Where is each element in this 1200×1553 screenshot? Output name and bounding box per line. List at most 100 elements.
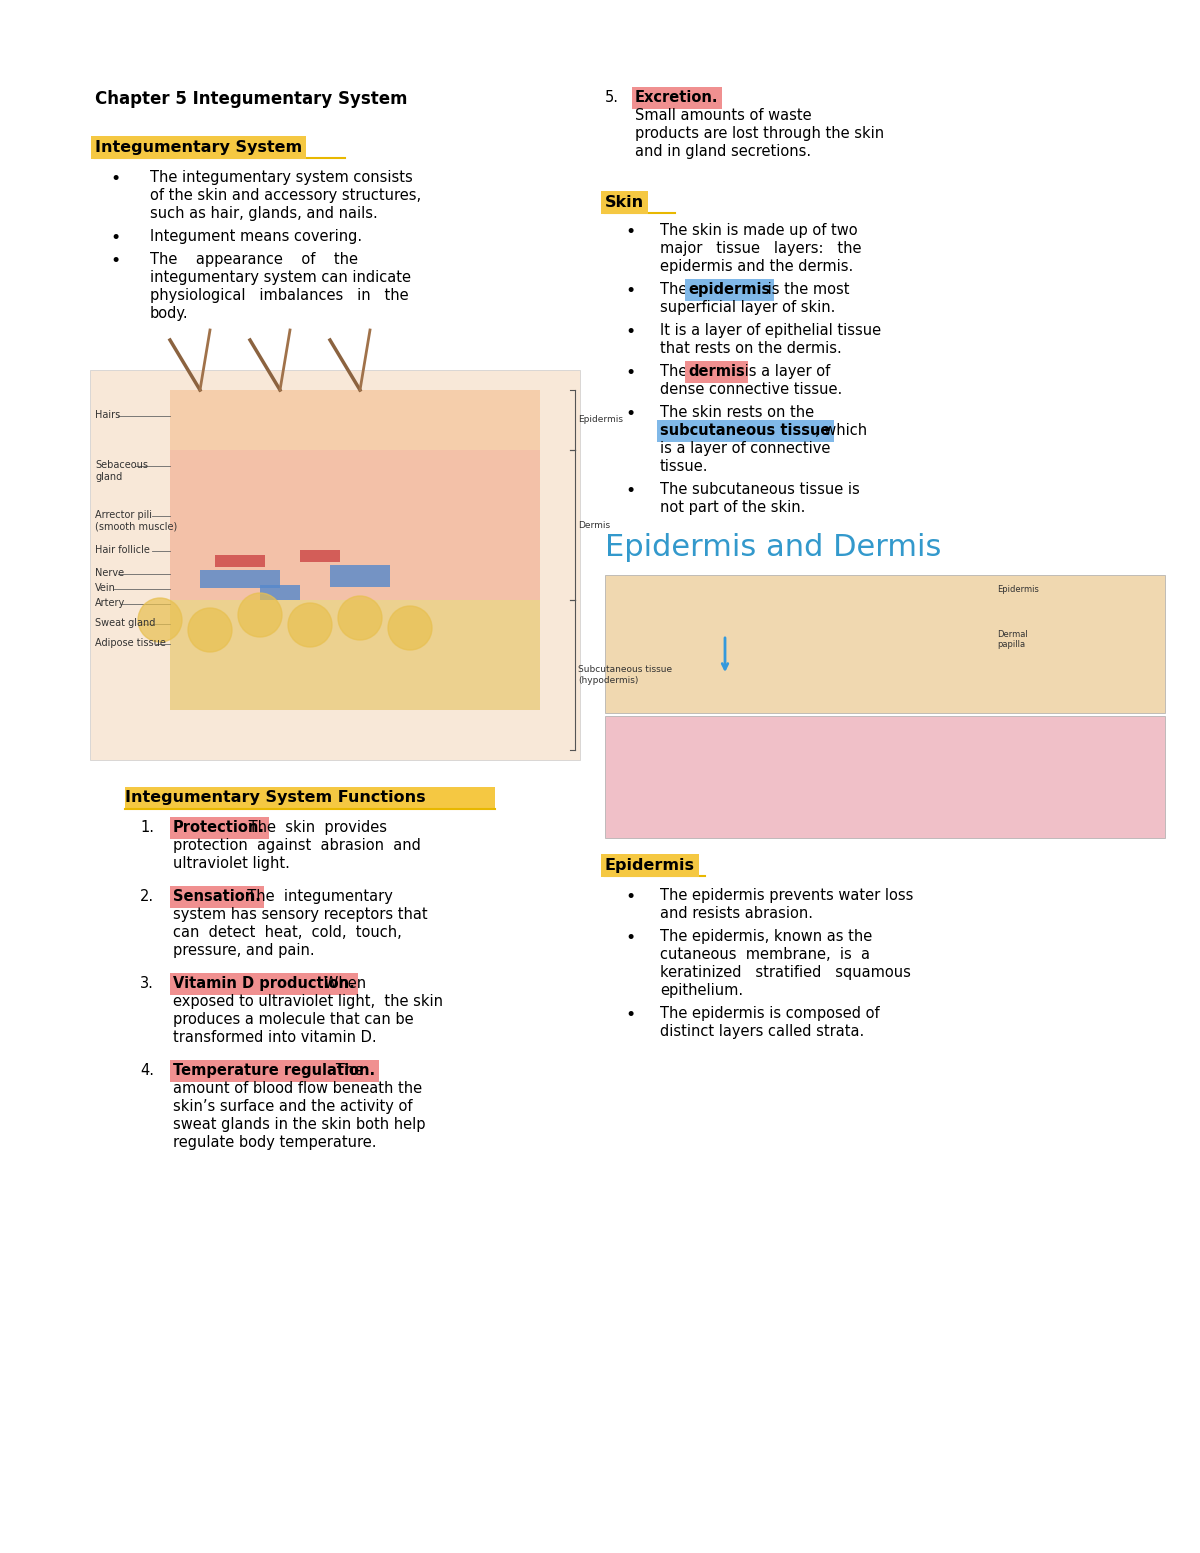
Text: protection  against  abrasion  and: protection against abrasion and: [173, 839, 421, 853]
Text: The: The: [660, 363, 692, 379]
Bar: [300, 550, 340, 562]
Text: system has sensory receptors that: system has sensory receptors that: [173, 907, 427, 922]
Text: subcutaneous tissue: subcutaneous tissue: [660, 422, 830, 438]
Text: The: The: [323, 1062, 364, 1078]
Text: body.: body.: [150, 306, 188, 321]
Text: Integumentary System Functions: Integumentary System Functions: [125, 790, 426, 804]
Text: Dermis: Dermis: [578, 520, 610, 530]
Text: Temperature regulation.: Temperature regulation.: [173, 1062, 376, 1078]
Text: dermis: dermis: [688, 363, 745, 379]
Circle shape: [138, 598, 182, 641]
Bar: [215, 554, 265, 567]
Text: integumentary system can indicate: integumentary system can indicate: [150, 270, 410, 286]
Text: exposed to ultraviolet light,  the skin: exposed to ultraviolet light, the skin: [173, 994, 443, 1009]
Text: is a layer of: is a layer of: [740, 363, 830, 379]
Text: Sweat gland: Sweat gland: [95, 618, 155, 627]
Text: dense connective tissue.: dense connective tissue.: [660, 382, 842, 398]
Text: of the skin and accessory structures,: of the skin and accessory structures,: [150, 188, 421, 203]
Text: Skin: Skin: [605, 196, 644, 210]
Text: The epidermis, known as the: The epidermis, known as the: [660, 929, 872, 944]
Bar: [90, 370, 580, 759]
Text: Epidermis: Epidermis: [578, 416, 623, 424]
Text: skin’s surface and the activity of: skin’s surface and the activity of: [173, 1100, 413, 1114]
Text: epidermis and the dermis.: epidermis and the dermis.: [660, 259, 853, 273]
Bar: [605, 575, 1165, 713]
Bar: [330, 565, 390, 587]
Text: tissue.: tissue.: [660, 460, 708, 474]
Text: •: •: [625, 888, 635, 905]
Text: produces a molecule that can be: produces a molecule that can be: [173, 1013, 414, 1027]
Text: Subcutaneous tissue
(hypodermis): Subcutaneous tissue (hypodermis): [578, 665, 672, 685]
Circle shape: [338, 596, 382, 640]
Text: ultraviolet light.: ultraviolet light.: [173, 856, 290, 871]
Text: Chapter 5 Integumentary System: Chapter 5 Integumentary System: [95, 90, 408, 109]
Text: Arrector pili
(smooth muscle): Arrector pili (smooth muscle): [95, 509, 178, 531]
Text: The integumentary system consists: The integumentary system consists: [150, 169, 413, 185]
Text: cutaneous  membrane,  is  a: cutaneous membrane, is a: [660, 947, 870, 961]
Bar: [170, 599, 540, 710]
Text: 3.: 3.: [140, 975, 154, 991]
Text: The skin is made up of two: The skin is made up of two: [660, 224, 858, 238]
Text: The  skin  provides: The skin provides: [245, 820, 388, 836]
Text: such as hair, glands, and nails.: such as hair, glands, and nails.: [150, 207, 378, 221]
Bar: [170, 390, 540, 450]
Text: not part of the skin.: not part of the skin.: [660, 500, 805, 516]
Text: The: The: [660, 283, 692, 297]
Text: major   tissue   layers:   the: major tissue layers: the: [660, 241, 862, 256]
Text: Integumentary System: Integumentary System: [95, 140, 302, 155]
Text: •: •: [625, 405, 635, 422]
Bar: [170, 450, 540, 599]
Text: transformed into vitamin D.: transformed into vitamin D.: [173, 1030, 377, 1045]
Text: and resists abrasion.: and resists abrasion.: [660, 905, 814, 921]
Text: The    appearance    of    the: The appearance of the: [150, 252, 358, 267]
Text: Epidermis: Epidermis: [997, 585, 1039, 593]
Text: Adipose tissue: Adipose tissue: [95, 638, 166, 648]
Text: The skin rests on the: The skin rests on the: [660, 405, 814, 419]
Text: is a layer of connective: is a layer of connective: [660, 441, 830, 457]
Text: Nerve: Nerve: [95, 568, 124, 578]
Text: Sensation.: Sensation.: [173, 888, 260, 904]
Text: Small amounts of waste: Small amounts of waste: [635, 109, 811, 123]
Text: •: •: [625, 323, 635, 342]
Bar: [605, 716, 1165, 837]
Text: Hairs: Hairs: [95, 410, 120, 419]
Text: •: •: [625, 481, 635, 500]
Text: keratinized   stratified   squamous: keratinized stratified squamous: [660, 964, 911, 980]
Text: •: •: [625, 1006, 635, 1023]
Text: , which: , which: [815, 422, 868, 438]
Text: pressure, and pain.: pressure, and pain.: [173, 943, 314, 958]
Text: •: •: [625, 283, 635, 300]
Text: and in gland secretions.: and in gland secretions.: [635, 144, 811, 158]
Text: 5.: 5.: [605, 90, 619, 106]
Text: sweat glands in the skin both help: sweat glands in the skin both help: [173, 1117, 426, 1132]
Text: Excretion.: Excretion.: [635, 90, 719, 106]
Text: 4.: 4.: [140, 1062, 154, 1078]
Circle shape: [238, 593, 282, 637]
Circle shape: [288, 603, 332, 648]
Text: can  detect  heat,  cold,  touch,: can detect heat, cold, touch,: [173, 926, 402, 940]
Text: that rests on the dermis.: that rests on the dermis.: [660, 342, 841, 356]
Text: epithelium.: epithelium.: [660, 983, 743, 999]
Text: is the most: is the most: [763, 283, 850, 297]
Text: Epidermis: Epidermis: [605, 857, 695, 873]
Text: The subcutaneous tissue is: The subcutaneous tissue is: [660, 481, 859, 497]
Bar: [125, 787, 496, 809]
Text: products are lost through the skin: products are lost through the skin: [635, 126, 884, 141]
Text: Dermal
papilla: Dermal papilla: [997, 631, 1027, 649]
Text: •: •: [625, 363, 635, 382]
Text: •: •: [110, 228, 120, 247]
Text: epidermis: epidermis: [688, 283, 770, 297]
Text: Integument means covering.: Integument means covering.: [150, 228, 362, 244]
Text: Sebaceous
gland: Sebaceous gland: [95, 460, 148, 481]
Circle shape: [188, 609, 232, 652]
Text: The epidermis prevents water loss: The epidermis prevents water loss: [660, 888, 913, 902]
Text: It is a layer of epithelial tissue: It is a layer of epithelial tissue: [660, 323, 881, 339]
Text: •: •: [625, 224, 635, 241]
Text: The  integumentary: The integumentary: [238, 888, 392, 904]
Text: regulate body temperature.: regulate body temperature.: [173, 1135, 377, 1151]
Bar: [200, 570, 280, 589]
Text: When: When: [310, 975, 366, 991]
Text: distinct layers called strata.: distinct layers called strata.: [660, 1023, 864, 1039]
Circle shape: [388, 606, 432, 651]
Text: Vein: Vein: [95, 582, 116, 593]
